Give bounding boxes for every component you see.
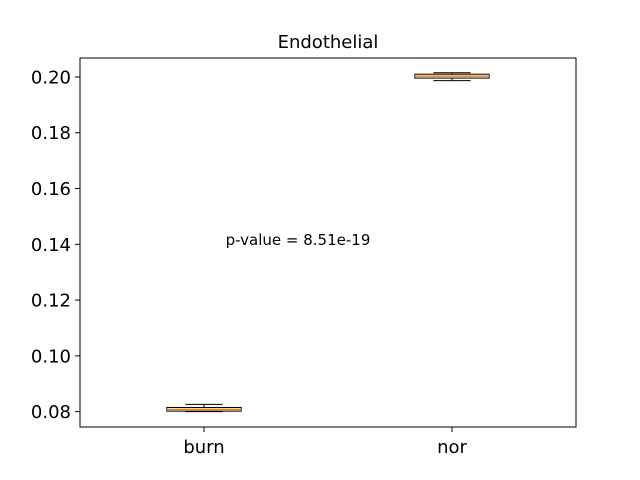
y-tick-label: 0.12 <box>31 291 71 312</box>
y-tick-label: 0.14 <box>31 235 71 256</box>
x-tick-label: burn <box>183 437 224 458</box>
plot-frame <box>79 57 577 428</box>
x-tick-label: nor <box>437 437 467 458</box>
p-value-annotation: p-value = 8.51e-19 <box>226 231 371 249</box>
y-tick-label: 0.08 <box>31 402 71 423</box>
y-tick-label: 0.16 <box>31 179 71 200</box>
x-axis: burn nor <box>183 427 468 458</box>
y-axis: 0.08 0.10 0.12 0.14 0.16 0.18 0.20 <box>31 67 80 423</box>
y-tick-label: 0.18 <box>31 123 71 144</box>
y-tick-label: 0.10 <box>31 346 71 367</box>
plot-marks <box>166 72 490 413</box>
box-burn <box>166 403 242 413</box>
box-nor <box>414 72 490 82</box>
chart-title: Endothelial <box>278 32 379 53</box>
y-tick-label: 0.20 <box>31 67 71 88</box>
